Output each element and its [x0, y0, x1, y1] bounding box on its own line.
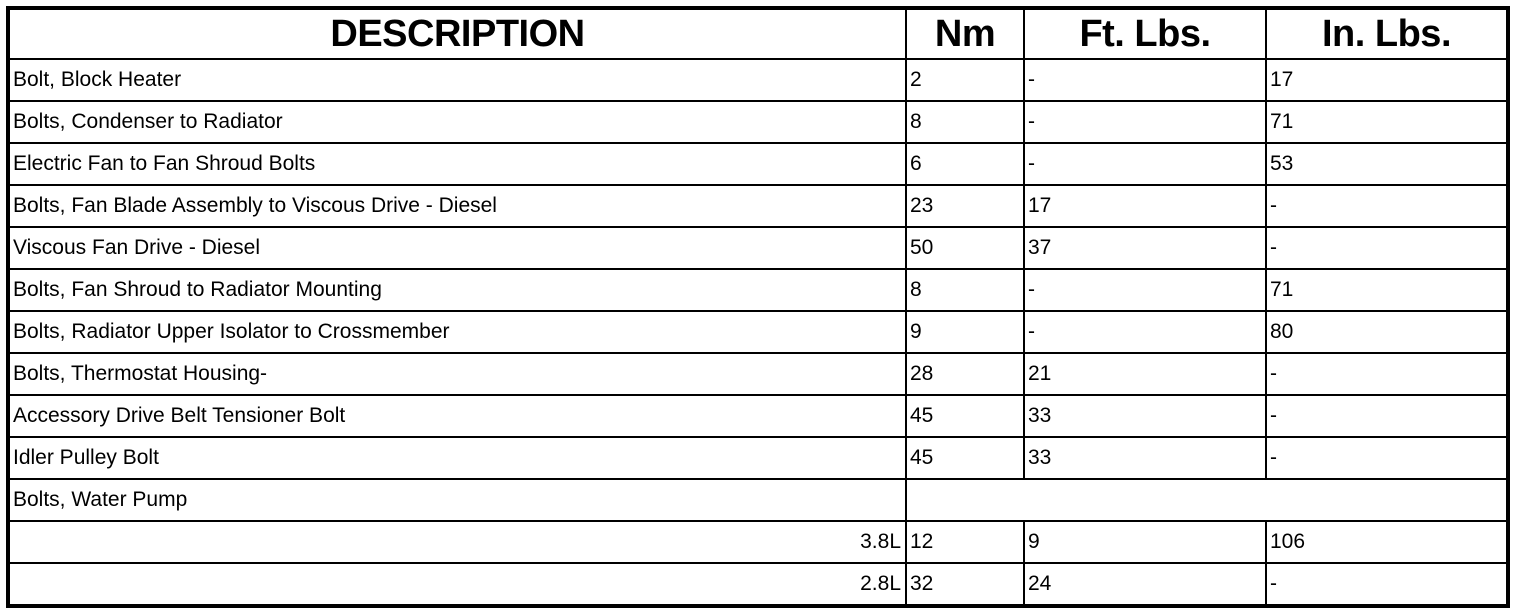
cell-nm: 23: [905, 184, 1025, 228]
cell-description: Bolts, Fan Blade Assembly to Viscous Dri…: [7, 184, 907, 228]
water-pump-variant-row: 2.8L 32 24 -: [7, 562, 1509, 607]
header-ft-lbs: Ft. Lbs.: [1023, 7, 1267, 60]
cell-in-lbs: -: [1265, 226, 1509, 270]
water-pump-row: Bolts, Water Pump: [7, 478, 1509, 522]
cell-engine: 2.8L: [7, 562, 907, 607]
table-row: Bolts, Radiator Upper Isolator to Crossm…: [7, 310, 1509, 354]
water-pump-variant-row: 3.8L 12 9 106: [7, 520, 1509, 564]
cell-description: Bolts, Condenser to Radiator: [7, 100, 907, 144]
cell-description: Bolts, Thermostat Housing-: [7, 352, 907, 396]
cell-description: Bolts, Fan Shroud to Radiator Mounting: [7, 268, 907, 312]
cell-ft-lbs: 21: [1023, 352, 1267, 396]
cell-empty: [905, 478, 1509, 522]
cell-engine: 3.8L: [7, 520, 907, 564]
cell-description: Bolts, Radiator Upper Isolator to Crossm…: [7, 310, 907, 354]
table-row: Bolts, Fan Blade Assembly to Viscous Dri…: [7, 184, 1509, 228]
cell-in-lbs: 17: [1265, 58, 1509, 102]
cell-nm: 6: [905, 142, 1025, 186]
cell-in-lbs: -: [1265, 352, 1509, 396]
cell-ft-lbs: -: [1023, 268, 1267, 312]
cell-nm: 8: [905, 268, 1025, 312]
cell-nm: 45: [905, 436, 1025, 480]
header-nm: Nm: [905, 7, 1025, 60]
cell-in-lbs: 53: [1265, 142, 1509, 186]
torque-spec-table: DESCRIPTION Nm Ft. Lbs. In. Lbs. Bolt, B…: [6, 6, 1510, 608]
cell-ft-lbs: -: [1023, 58, 1267, 102]
cell-ft-lbs: 33: [1023, 394, 1267, 438]
cell-description: Bolts, Water Pump: [7, 478, 907, 522]
cell-description: Accessory Drive Belt Tensioner Bolt: [7, 394, 907, 438]
table-row: Accessory Drive Belt Tensioner Bolt 45 33-: [7, 394, 1509, 438]
cell-in-lbs: -: [1265, 436, 1509, 480]
cell-ft-lbs: 37: [1023, 226, 1267, 270]
cell-in-lbs: 71: [1265, 100, 1509, 144]
table-row: Bolts, Thermostat Housing- 28 21-: [7, 352, 1509, 396]
table-row: Viscous Fan Drive - Diesel 50 37-: [7, 226, 1509, 270]
cell-nm: 8: [905, 100, 1025, 144]
header-in-lbs: In. Lbs.: [1265, 7, 1509, 60]
cell-nm: 28: [905, 352, 1025, 396]
cell-in-lbs: 106: [1265, 520, 1509, 564]
cell-nm: 2: [905, 58, 1025, 102]
cell-ft-lbs: -: [1023, 142, 1267, 186]
cell-nm: 32: [905, 562, 1025, 607]
cell-nm: 9: [905, 310, 1025, 354]
cell-nm: 50: [905, 226, 1025, 270]
table-row: Bolt, Block Heater 2-17: [7, 58, 1509, 102]
table-row: Electric Fan to Fan Shroud Bolts 6-53: [7, 142, 1509, 186]
header-description: DESCRIPTION: [7, 7, 907, 60]
cell-description: Idler Pulley Bolt: [7, 436, 907, 480]
table-row: Bolts, Condenser to Radiator 8-71: [7, 100, 1509, 144]
cell-ft-lbs: 33: [1023, 436, 1267, 480]
cell-in-lbs: -: [1265, 184, 1509, 228]
cell-description: Electric Fan to Fan Shroud Bolts: [7, 142, 907, 186]
cell-ft-lbs: -: [1023, 310, 1267, 354]
table-row: Bolts, Fan Shroud to Radiator Mounting 8-…: [7, 268, 1509, 312]
cell-ft-lbs: 17: [1023, 184, 1267, 228]
cell-nm: 45: [905, 394, 1025, 438]
table-row: Idler Pulley Bolt 45 33-: [7, 436, 1509, 480]
cell-in-lbs: 80: [1265, 310, 1509, 354]
cell-description: Bolt, Block Heater: [7, 58, 907, 102]
cell-in-lbs: -: [1265, 394, 1509, 438]
cell-description: Viscous Fan Drive - Diesel: [7, 226, 907, 270]
cell-ft-lbs: 9: [1023, 520, 1267, 564]
cell-nm: 12: [905, 520, 1025, 564]
cell-ft-lbs: 24: [1023, 562, 1267, 607]
cell-in-lbs: -: [1265, 562, 1509, 607]
header-row: DESCRIPTION Nm Ft. Lbs. In. Lbs.: [7, 7, 1509, 60]
cell-in-lbs: 71: [1265, 268, 1509, 312]
cell-ft-lbs: -: [1023, 100, 1267, 144]
